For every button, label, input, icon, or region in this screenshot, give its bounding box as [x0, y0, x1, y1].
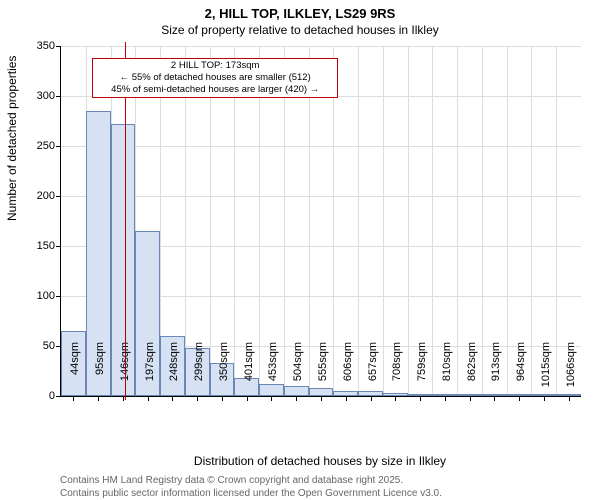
grid-line-h: [61, 146, 581, 147]
ytick-label: 250: [37, 140, 61, 152]
chart-title: 2, HILL TOP, ILKLEY, LS29 9RS: [0, 0, 600, 23]
grid-line-v: [210, 46, 211, 396]
xtick-label: 555sqm: [317, 342, 329, 402]
grid-line-v: [185, 46, 186, 396]
xtick-label: 1066sqm: [565, 342, 577, 402]
xtick-label: 810sqm: [441, 342, 453, 402]
grid-line-v: [482, 46, 483, 396]
xtick-label: 708sqm: [391, 342, 403, 402]
xtick-label: 95sqm: [94, 342, 106, 402]
xtick-label: 862sqm: [466, 342, 478, 402]
xtick-label: 913sqm: [490, 342, 502, 402]
xtick-label: 44sqm: [69, 342, 81, 402]
grid-line-h: [61, 46, 581, 47]
xtick-label: 657sqm: [367, 342, 379, 402]
grid-line-v: [432, 46, 433, 396]
grid-line-v: [259, 46, 260, 396]
xtick-label: 350sqm: [218, 342, 230, 402]
xtick-label: 299sqm: [193, 342, 205, 402]
grid-line-v: [234, 46, 235, 396]
chart-subtitle: Size of property relative to detached ho…: [0, 23, 600, 37]
xtick-label: 606sqm: [342, 342, 354, 402]
annotation-box: 2 HILL TOP: 173sqm← 55% of detached hous…: [92, 58, 338, 98]
ytick-label: 200: [37, 190, 61, 202]
ytick-label: 300: [37, 90, 61, 102]
xtick-label: 759sqm: [416, 342, 428, 402]
grid-line-v: [284, 46, 285, 396]
footer-line-1: Contains HM Land Registry data © Crown c…: [60, 474, 442, 487]
ytick-label: 0: [49, 390, 61, 402]
xtick-label: 453sqm: [267, 342, 279, 402]
annotation-line: ← 55% of detached houses are smaller (51…: [96, 72, 334, 84]
footer-line-2: Contains public sector information licen…: [60, 487, 442, 500]
grid-line-v: [457, 46, 458, 396]
ytick-label: 150: [37, 240, 61, 252]
xtick-label: 197sqm: [144, 342, 156, 402]
xtick-label: 1015sqm: [540, 342, 552, 402]
annotation-line: 45% of semi-detached houses are larger (…: [96, 84, 334, 96]
chart-container: 2, HILL TOP, ILKLEY, LS29 9RS Size of pr…: [0, 0, 600, 500]
xtick-label: 248sqm: [168, 342, 180, 402]
grid-line-v: [531, 46, 532, 396]
grid-line-v: [507, 46, 508, 396]
xtick-label: 964sqm: [515, 342, 527, 402]
ytick-label: 350: [37, 40, 61, 52]
plot-area: 05010015020025030035044sqm95sqm146sqm197…: [60, 46, 581, 397]
ytick-label: 50: [43, 340, 61, 352]
x-axis-label: Distribution of detached houses by size …: [60, 454, 580, 468]
grid-line-v: [383, 46, 384, 396]
footer-attribution: Contains HM Land Registry data © Crown c…: [60, 474, 442, 500]
grid-line-v: [358, 46, 359, 396]
ytick-label: 100: [37, 290, 61, 302]
grid-line-v: [309, 46, 310, 396]
grid-line-v: [333, 46, 334, 396]
xtick-label: 401sqm: [243, 342, 255, 402]
grid-line-v: [556, 46, 557, 396]
annotation-line: 2 HILL TOP: 173sqm: [96, 60, 334, 72]
grid-line-v: [408, 46, 409, 396]
grid-line-h: [61, 196, 581, 197]
xtick-label: 504sqm: [292, 342, 304, 402]
